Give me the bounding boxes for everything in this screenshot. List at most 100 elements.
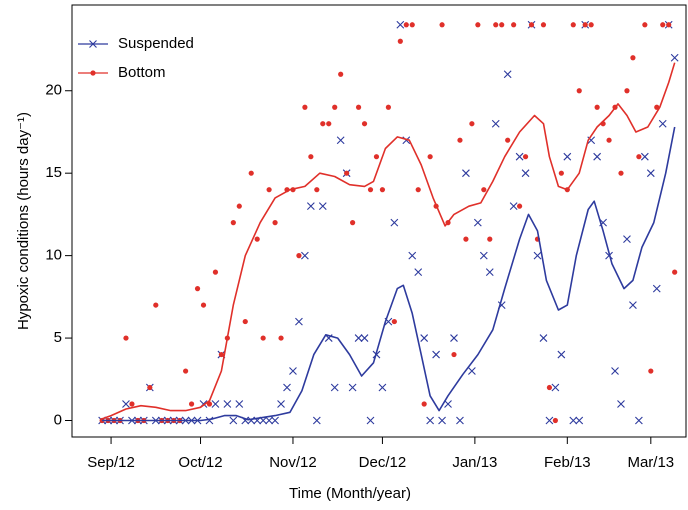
data-point (408, 251, 417, 260)
data-point (330, 383, 339, 392)
data-point (493, 22, 499, 28)
data-point (539, 334, 548, 342)
data-point (593, 152, 602, 161)
data-point (366, 416, 375, 425)
data-point (344, 170, 350, 176)
data-point (295, 317, 303, 326)
data-point (415, 187, 421, 193)
data-point (540, 22, 547, 28)
data-point (640, 152, 649, 161)
data-point (569, 416, 578, 425)
data-point (648, 368, 654, 374)
data-point (223, 400, 232, 408)
data-point (617, 400, 625, 408)
data-point (318, 202, 327, 211)
y-tick-label: 15 (45, 164, 62, 181)
data-point (271, 416, 279, 425)
data-point (272, 220, 278, 226)
data-point (439, 22, 445, 28)
data-point (129, 401, 135, 407)
data-point (660, 22, 666, 28)
data-point (153, 302, 159, 308)
data-point (350, 220, 356, 226)
data-point (491, 119, 500, 128)
data-point (390, 218, 399, 227)
data-point (147, 384, 153, 391)
data-point (469, 121, 475, 127)
data-point (432, 350, 440, 359)
data-point (409, 22, 415, 28)
data-point (194, 286, 201, 292)
data-point (248, 170, 254, 176)
data-point (355, 104, 362, 110)
data-point (426, 416, 435, 425)
data-point (230, 220, 236, 226)
data-point (122, 400, 130, 408)
data-point (314, 187, 320, 193)
data-point (242, 318, 248, 325)
data-point (378, 383, 387, 392)
x-tick-label: Sep/12 (87, 454, 135, 471)
y-tick-label: 0 (54, 411, 62, 428)
data-point (499, 22, 505, 28)
data-point (229, 416, 238, 425)
data-point (296, 253, 302, 259)
data-point (403, 22, 409, 28)
data-point (517, 203, 523, 209)
data-point (468, 367, 476, 375)
data-point (283, 383, 291, 392)
x-axis-label: Time (Month/year) (289, 485, 411, 502)
data-point (563, 152, 572, 161)
data-point (123, 335, 129, 341)
data-point (236, 203, 242, 209)
data-point (444, 400, 452, 408)
data-point (289, 367, 297, 375)
data-point (320, 121, 326, 127)
data-point (212, 269, 219, 275)
data-point (265, 416, 274, 425)
smooth-line (102, 126, 676, 422)
data-point (642, 22, 648, 28)
data-point (672, 269, 678, 275)
data-point (451, 351, 457, 358)
data-point (218, 351, 224, 358)
data-point (487, 236, 493, 242)
data-point (630, 55, 636, 61)
data-point (624, 88, 630, 94)
x-tick-label: Jan/13 (452, 454, 497, 471)
data-point (312, 416, 321, 425)
data-point (183, 368, 189, 374)
data-point (360, 334, 369, 342)
data-point (361, 121, 368, 127)
legend-marker (89, 40, 97, 48)
data-point (450, 334, 458, 342)
legend-marker (90, 70, 96, 76)
data-point (421, 401, 427, 407)
data-point (211, 400, 220, 408)
data-point (326, 121, 332, 127)
x-tick-label: Feb/13 (544, 454, 591, 471)
y-axis-label: Hypoxic conditions (hours day⁻¹) (15, 112, 32, 330)
data-point (588, 22, 594, 28)
data-point (551, 383, 560, 392)
data-point (528, 22, 535, 28)
data-point (397, 38, 403, 44)
data-point (302, 104, 308, 110)
data-point (521, 169, 530, 178)
plot-frame (71, 4, 687, 438)
data-point (254, 236, 260, 242)
x-tick-label: Mar/13 (627, 454, 674, 471)
data-point (576, 88, 582, 94)
data-point (479, 251, 488, 260)
data-point (558, 170, 564, 176)
data-point (462, 169, 470, 178)
data-point (427, 154, 433, 160)
data-point (391, 318, 397, 325)
data-point (646, 169, 655, 178)
data-point (420, 334, 429, 342)
data-point (278, 335, 284, 341)
data-point (509, 202, 518, 211)
data-point (473, 218, 482, 227)
